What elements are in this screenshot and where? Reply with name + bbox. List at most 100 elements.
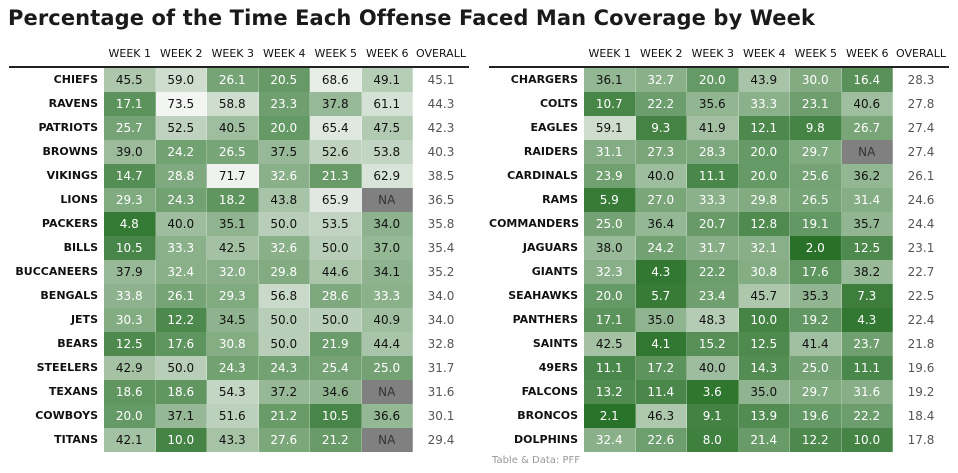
overall-value: 23.1 [907, 241, 935, 255]
heatmap-cell: 44.6 [310, 260, 362, 284]
team-label: TITANS [54, 433, 98, 446]
heatmap-cell: 10.5 [310, 404, 362, 428]
team-label: JETS [70, 313, 98, 326]
heatmap-cell: 13.2 [584, 380, 636, 404]
overall-value: 19.6 [907, 361, 935, 375]
heatmap-cell: 33.3 [738, 92, 790, 116]
table-row: BROWNS 39.0 24.2 26.5 37.5 52.6 53.8 40.3 [9, 140, 469, 164]
heatmap-cell: 17.6 [155, 332, 207, 356]
heatmap-cell: 42.9 [104, 356, 156, 380]
heatmap-cell: 54.3 [207, 380, 259, 404]
column-header: WEEK 4 [743, 46, 786, 60]
heatmap-cell: 10.0 [738, 308, 790, 332]
table-row: SAINTS 42.5 4.1 15.2 12.5 41.4 23.7 21.8 [489, 332, 949, 356]
table-row: COMMANDERS 25.0 36.4 20.7 12.8 19.1 35.7 24.4 [489, 212, 949, 236]
heatmap-cell: 32.0 [207, 260, 259, 284]
heatmap-cell: 22.2 [687, 260, 739, 284]
team-label: BENGALS [40, 289, 98, 302]
caption: Table & Data: PFF [492, 455, 580, 466]
heatmap-cell: 21.2 [310, 428, 362, 452]
heatmap-cell: 12.2 [790, 428, 842, 452]
overall-value: 27.4 [907, 121, 935, 135]
column-header: WEEK 6 [366, 46, 409, 60]
overall-value: 40.3 [427, 145, 455, 159]
team-label: SAINTS [532, 337, 578, 350]
team-label: JAGUARS [522, 241, 578, 254]
heatmap-cell: 53.5 [310, 212, 362, 236]
heatmap-cell: 3.6 [687, 380, 739, 404]
heatmap-cell: 20.0 [687, 68, 739, 92]
overall-value: 22.5 [907, 289, 935, 303]
team-label: LIONS [60, 193, 98, 206]
heatmap-cell: 62.9 [361, 164, 413, 188]
heatmap-cell: 30.3 [104, 308, 156, 332]
heatmap-cell: 26.1 [155, 284, 207, 308]
overall-value: 29.4 [427, 433, 455, 447]
table-row: 49ERS 11.1 17.2 40.0 14.3 25.0 11.1 19.6 [489, 356, 949, 380]
heatmap-cell: 27.3 [635, 140, 687, 164]
heatmap-cell: 28.8 [155, 164, 207, 188]
table-row: DOLPHINS 32.4 22.6 8.0 21.4 12.2 10.0 17.8 [489, 428, 949, 452]
heatmap-cell: 50.0 [258, 308, 310, 332]
heatmap-cell: 25.4 [310, 356, 362, 380]
column-header: WEEK 5 [794, 46, 838, 60]
heatmap-cell: 58.8 [207, 92, 259, 116]
heatmap-cell: 17.1 [584, 308, 636, 332]
overall-value: 28.3 [907, 73, 935, 87]
heatmap-cell: 12.1 [738, 116, 790, 140]
table-row: RAMS 5.9 27.0 33.3 29.8 26.5 31.4 24.6 [489, 188, 949, 212]
heatmap-cell: 17.1 [104, 92, 156, 116]
heatmap-cell: 23.9 [584, 164, 636, 188]
heatmap-cell: 35.3 [790, 284, 842, 308]
heatmap-cell: 37.1 [155, 404, 207, 428]
heatmap-cell: 35.6 [687, 92, 739, 116]
heatmap-cell: 50.0 [310, 236, 362, 260]
table-row: FALCONS 13.2 11.4 3.6 35.0 29.7 31.6 19.2 [489, 380, 949, 404]
heatmap-cell: 7.3 [841, 284, 893, 308]
team-label: EAGLES [530, 121, 578, 134]
heatmap-cell: 51.6 [207, 404, 259, 428]
column-header: OVERALL [416, 46, 466, 60]
heatmap-cell: 44.4 [361, 332, 413, 356]
heatmap-cell: 21.2 [258, 404, 310, 428]
overall-value: 24.6 [907, 193, 935, 207]
team-label: BROWNS [42, 145, 98, 158]
table-row: BENGALS 33.8 26.1 29.3 56.8 28.6 33.3 34.0 [9, 284, 469, 308]
team-label: DOLPHINS [514, 433, 578, 446]
heatmap-cell: 68.6 [310, 68, 362, 92]
heatmap-cell: 40.6 [841, 92, 893, 116]
team-label: RAVENS [48, 97, 98, 110]
heatmap-cell: NA [841, 140, 893, 164]
heatmap-cell: 48.3 [687, 308, 739, 332]
heatmap-cell: 9.3 [635, 116, 687, 140]
heatmap-cell: 20.0 [258, 116, 310, 140]
heatmap-cell: 28.3 [687, 140, 739, 164]
table-row: COWBOYS 20.0 37.1 51.6 21.2 10.5 36.6 30.1 [9, 404, 469, 428]
heatmap-cell: 10.0 [841, 428, 893, 452]
table-row: PACKERS 4.8 40.0 35.1 50.0 53.5 34.0 35.8 [9, 212, 469, 236]
heatmap-cell: 22.2 [841, 404, 893, 428]
heatmap-cell: 19.2 [790, 308, 842, 332]
heatmap-cell: 38.0 [584, 236, 636, 260]
heatmap-cell: 52.6 [310, 140, 362, 164]
team-label: SEAHAWKS [508, 289, 578, 302]
heatmap-cell: 65.4 [310, 116, 362, 140]
overall-value: 19.2 [907, 385, 935, 399]
heatmap-cell: 35.1 [207, 212, 259, 236]
heatmap-cell: 31.1 [584, 140, 636, 164]
table-row: CHARGERS 36.1 32.7 20.0 43.9 30.0 16.4 28.3 [489, 68, 949, 92]
heatmap-cell: 36.2 [841, 164, 893, 188]
heatmap-cell: 21.9 [310, 332, 362, 356]
heatmap-cell: 34.1 [361, 260, 413, 284]
heatmap-cell: 36.1 [584, 68, 636, 92]
team-label: GIANTS [531, 265, 578, 278]
team-label: CARDINALS [507, 169, 578, 182]
header-row-left: WEEK 1 WEEK 2 WEEK 3 WEEK 4 WEEK 5 WEEK 6 OVER… [9, 42, 469, 64]
heatmap-cell: 50.0 [310, 308, 362, 332]
table-row: STEELERS 42.9 50.0 24.3 24.3 25.4 25.0 31.7 [9, 356, 469, 380]
heatmap-cell: 73.5 [155, 92, 207, 116]
table-row: GIANTS 32.3 4.3 22.2 30.8 17.6 38.2 22.7 [489, 260, 949, 284]
heatmap-cell: 47.5 [361, 116, 413, 140]
heatmap-cell: 39.0 [104, 140, 156, 164]
heatmap-cell: 22.6 [635, 428, 687, 452]
